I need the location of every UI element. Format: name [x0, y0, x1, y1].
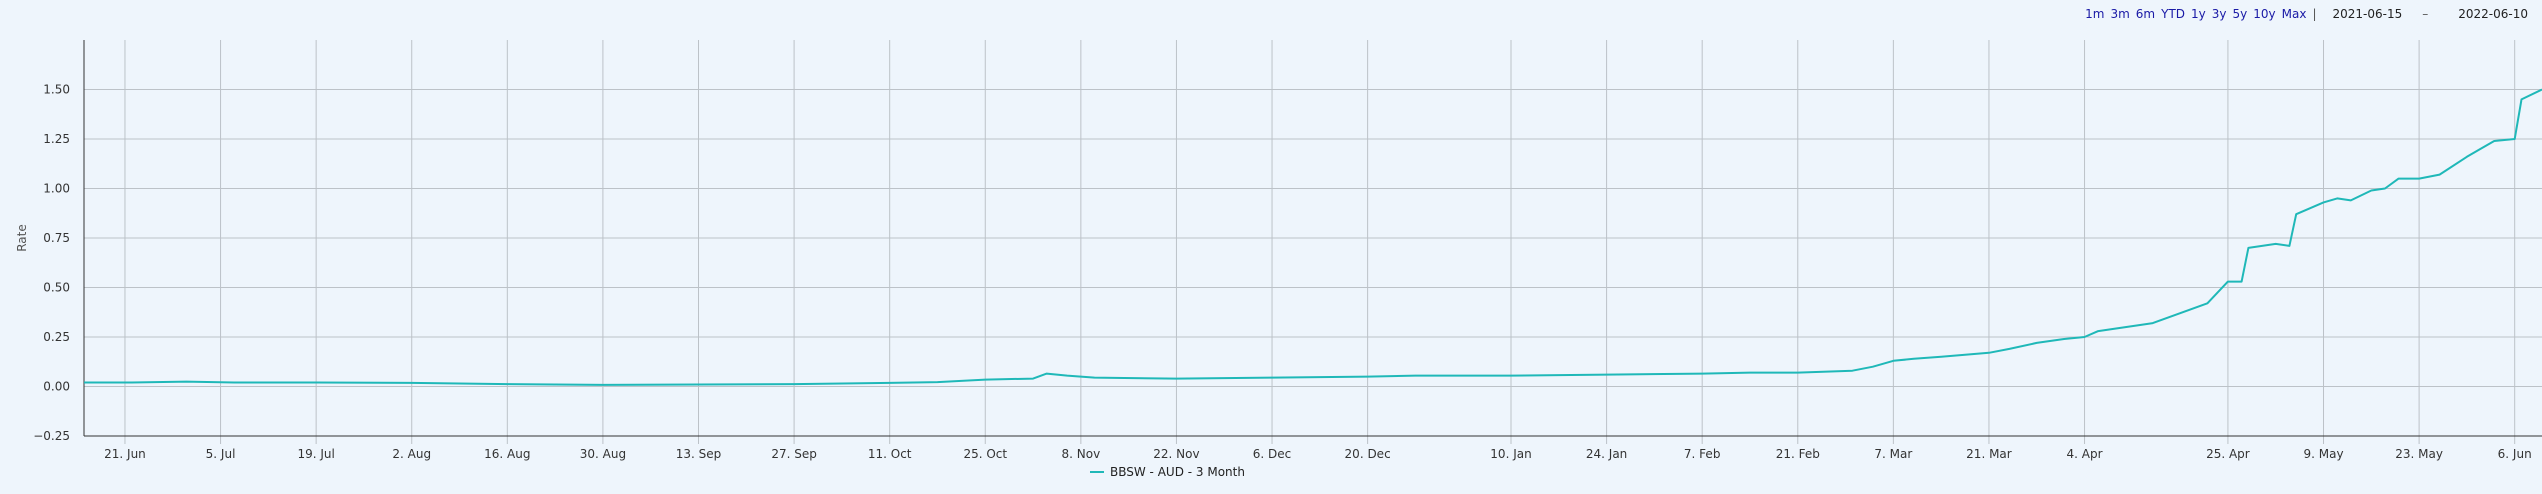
range-button-5y[interactable]: 5y	[2232, 7, 2248, 21]
x-tick-label: 10. Jan	[1490, 447, 1531, 461]
x-tick-label: 23. May	[2395, 447, 2443, 461]
y-tick-label: 0.00	[43, 380, 70, 394]
y-tick-label: −0.25	[33, 429, 70, 443]
y-tick-label: 1.00	[43, 182, 70, 196]
x-tick-label: 19. Jul	[297, 447, 334, 461]
y-gridlines	[84, 89, 2542, 437]
x-tick-label: 21. Jun	[104, 447, 146, 461]
y-tick-label: 1.50	[43, 83, 70, 97]
x-tick-label: 4. Apr	[2067, 447, 2103, 461]
x-tick-label: 27. Sep	[771, 447, 817, 461]
x-tick-label: 9. May	[2303, 447, 2343, 461]
x-tick-label: 6. Dec	[1253, 447, 1291, 461]
x-tick-label: 7. Mar	[1874, 447, 1912, 461]
range-button-1m[interactable]: 1m	[2085, 7, 2105, 21]
series-layer	[84, 88, 2542, 386]
x-tick-label: 6. Jun	[2498, 447, 2532, 461]
range-button-1y[interactable]: 1y	[2191, 7, 2206, 21]
y-axis-ticks: −0.25 0.00 0.25 0.50 0.75 1.00 1.25 1.50	[33, 83, 70, 444]
y-tick-label: 1.25	[43, 132, 70, 146]
start-date-input[interactable]: 2021-06-15	[2332, 7, 2403, 21]
x-tick-label: 30. Aug	[580, 447, 626, 461]
range-button-max[interactable]: Max	[2281, 7, 2307, 21]
x-tick-label: 21. Mar	[1966, 447, 2012, 461]
date-range-dash: –	[2422, 7, 2429, 21]
y-tick-label: 0.25	[43, 330, 70, 344]
range-button-6m[interactable]: 6m	[2135, 7, 2156, 21]
x-tick-label: 22. Nov	[1153, 447, 1199, 461]
x-tick-label: 11. Oct	[868, 447, 912, 461]
range-button-ytd[interactable]: YTD	[2161, 7, 2186, 21]
x-tick-label: 8. Nov	[1062, 447, 1101, 461]
y-axis-title: Rate	[15, 224, 29, 252]
range-button-10y[interactable]: 10y	[2253, 7, 2276, 21]
x-tick-label: 24. Jan	[1586, 447, 1627, 461]
end-date-input[interactable]: 2022-06-10	[2458, 7, 2528, 21]
range-selector: 1m 3m 6m YTD 1y 3y 5y 10y Max | 2021-06-…	[2085, 7, 2528, 21]
y-tick-label: 0.50	[43, 281, 70, 295]
range-button-3y[interactable]: 3y	[2211, 7, 2227, 21]
x-tick-label: 25. Oct	[963, 447, 1007, 461]
legend[interactable]: BBSW - AUD - 3 Month	[1090, 465, 1245, 479]
x-tick-label: 7. Feb	[1684, 447, 1721, 461]
x-tick-label: 2. Aug	[392, 447, 431, 461]
x-tick-label: 21. Feb	[1776, 447, 1820, 461]
legend-label: BBSW - AUD - 3 Month	[1110, 465, 1245, 479]
y-tick-label: 0.75	[43, 231, 70, 245]
x-axis-ticks: 21. Jun 5. Jul 19. Jul 2. Aug 16. Aug 30. Aug…	[104, 447, 2532, 461]
series-line-0	[84, 88, 2542, 386]
x-tick-label: 20. Dec	[1345, 447, 1391, 461]
x-tick-label: 13. Sep	[676, 447, 722, 461]
x-tick-label: 16. Aug	[484, 447, 530, 461]
range-separator: |	[2312, 7, 2317, 21]
x-tick-label: 25. Apr	[2206, 447, 2250, 461]
x-tick-label: 5. Jul	[206, 447, 236, 461]
range-button-3m[interactable]: 3m	[2110, 7, 2130, 21]
